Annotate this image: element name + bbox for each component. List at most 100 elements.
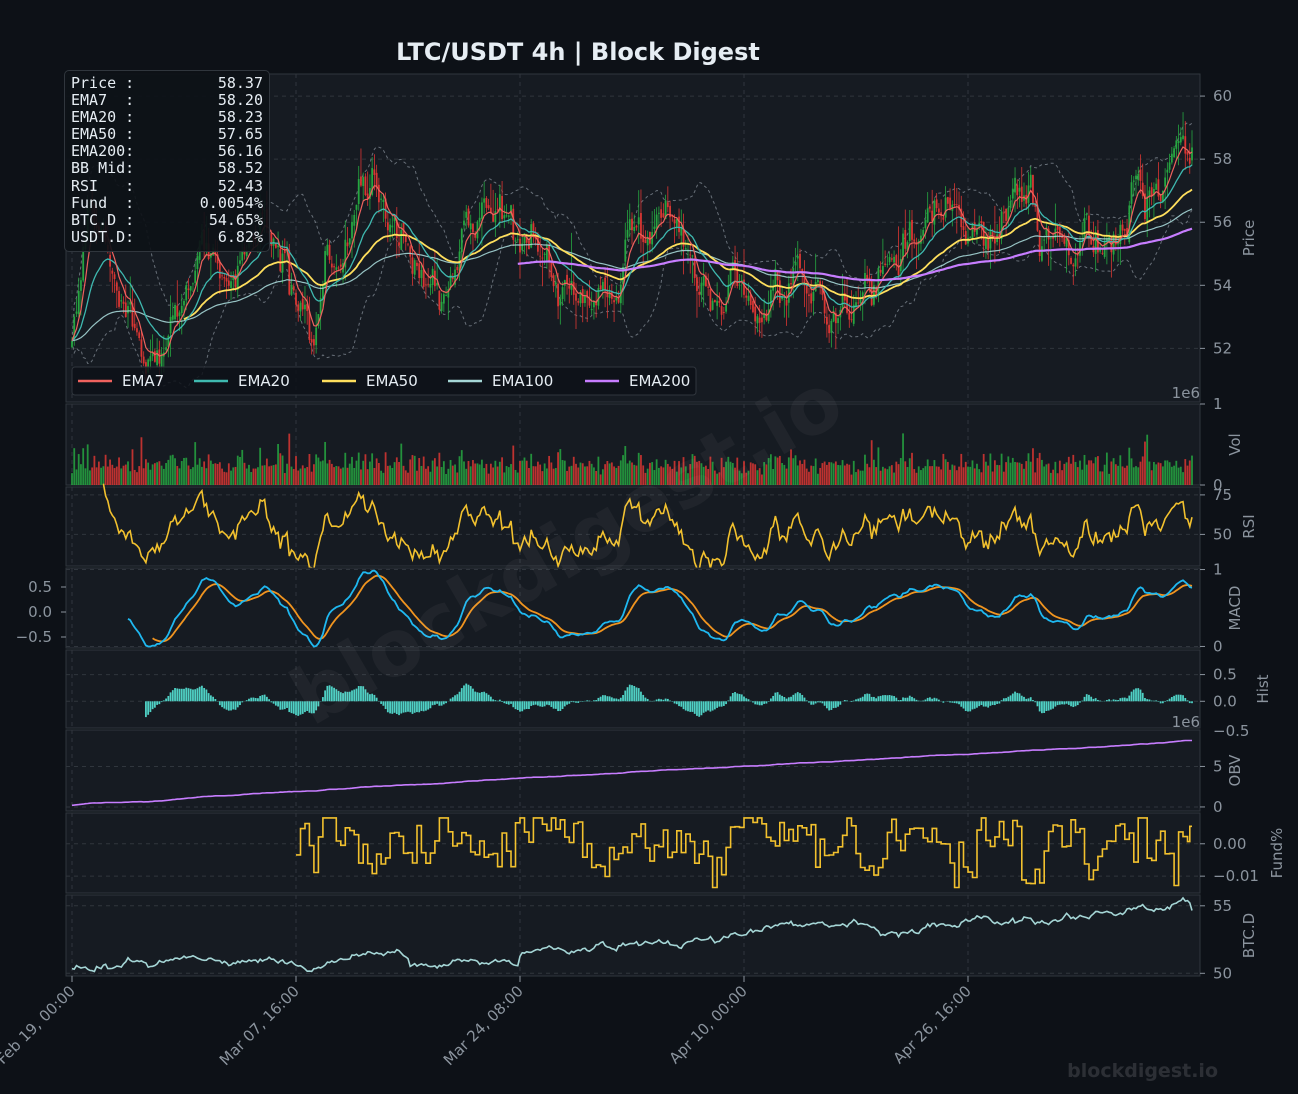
volume-bar (727, 456, 730, 485)
candle-body (812, 291, 815, 301)
volume-bar (346, 467, 349, 485)
candle-body (559, 298, 562, 306)
volume-bar (95, 467, 98, 485)
volume-bar (834, 461, 837, 485)
volume-bar (944, 459, 947, 485)
volume-bar (964, 461, 967, 485)
candle-body (877, 267, 880, 296)
hist-bar (162, 700, 165, 702)
candle-body (705, 275, 707, 287)
hist-bar (908, 695, 911, 702)
volume-bar (949, 469, 951, 485)
volume-bar (433, 458, 436, 485)
hist-bar (1074, 701, 1077, 707)
info-value: 56.16 (217, 142, 263, 161)
volume-bar (418, 458, 421, 485)
volume-bar (810, 465, 813, 485)
candle-body (720, 306, 723, 315)
volume-bar (221, 468, 223, 485)
hist-bar (696, 701, 698, 716)
info-row: EMA7 : 58.20 (71, 91, 263, 109)
candle-body (610, 291, 613, 299)
hist-bar (174, 688, 176, 702)
candle-body (463, 220, 465, 226)
info-value: 58.52 (217, 159, 263, 178)
panel-volume: 0 1 1e6 (65, 384, 1223, 494)
volume-bar (1179, 466, 1182, 485)
hist-bar (149, 701, 152, 713)
volume-bar (523, 457, 526, 485)
volume-bar (416, 470, 418, 485)
candle-body (355, 204, 358, 210)
volume-bar (489, 463, 492, 485)
hist-bar (758, 701, 761, 706)
hist-bar (545, 701, 548, 705)
volume-bar (1065, 462, 1068, 485)
candle-body (523, 233, 526, 244)
hist-bar (960, 701, 963, 707)
candle-body (669, 205, 671, 218)
volume-bar (133, 469, 136, 485)
hist-bar (254, 698, 257, 702)
candle-body (1056, 225, 1059, 230)
hist-bar (411, 701, 414, 714)
volume-bar (559, 449, 562, 485)
candle-body (740, 280, 743, 281)
volume-bar (1085, 464, 1088, 485)
volume-bar (937, 466, 940, 485)
candle-body (1135, 175, 1137, 180)
volume-bar (926, 459, 929, 485)
candle-body (447, 288, 450, 298)
hist-bar (420, 701, 423, 711)
candle-body (624, 239, 627, 262)
volume-bar (1146, 434, 1149, 485)
hist-bar (360, 686, 362, 702)
candle-body (223, 276, 226, 279)
candle-body (485, 198, 488, 208)
volume-bar (82, 448, 85, 485)
hist-bar (1173, 695, 1175, 702)
candle-body (366, 193, 369, 199)
volume-bar (1141, 456, 1144, 485)
hist-bar (413, 701, 416, 713)
volume-bar (120, 468, 123, 485)
hist-bar (689, 701, 692, 712)
ema100-line (71, 208, 1193, 342)
volume-bar (328, 459, 331, 485)
hist-bar (514, 701, 517, 710)
hist-bar (308, 701, 311, 713)
hist-bar (563, 701, 566, 707)
volume-bar (848, 464, 851, 485)
hist-bar (850, 701, 853, 703)
volume-bar (192, 467, 194, 485)
hist-bar (1146, 699, 1149, 702)
candle-body (1130, 182, 1133, 204)
ytick-label-rsi-1: 75 (1213, 486, 1232, 504)
info-value: 52.43 (217, 176, 263, 195)
volume-bar (608, 463, 611, 485)
volume-bar (460, 450, 463, 485)
volume-bar (375, 458, 378, 485)
volume-bar (895, 461, 898, 485)
volume-bar (353, 467, 356, 485)
rsi-line (102, 483, 1193, 572)
candle-body (971, 223, 974, 240)
hist-bar (189, 688, 192, 702)
candle-body (926, 208, 929, 223)
candle-body (1123, 229, 1126, 231)
volume-bar (778, 455, 781, 485)
candle-body (1101, 252, 1104, 254)
candle-body (931, 210, 934, 222)
ylabel-rsi: RSI (1240, 514, 1258, 538)
candle-body (451, 277, 454, 280)
hist-bar (743, 696, 745, 702)
volume-bar (671, 468, 674, 485)
candle-body (976, 228, 978, 235)
volume-bar (808, 471, 810, 485)
candle-body (516, 239, 519, 241)
candle-body (707, 286, 710, 288)
hist-bar (478, 692, 481, 702)
volume-bar (425, 468, 427, 485)
volume-bar (861, 470, 864, 485)
hist-bar (1072, 701, 1075, 708)
